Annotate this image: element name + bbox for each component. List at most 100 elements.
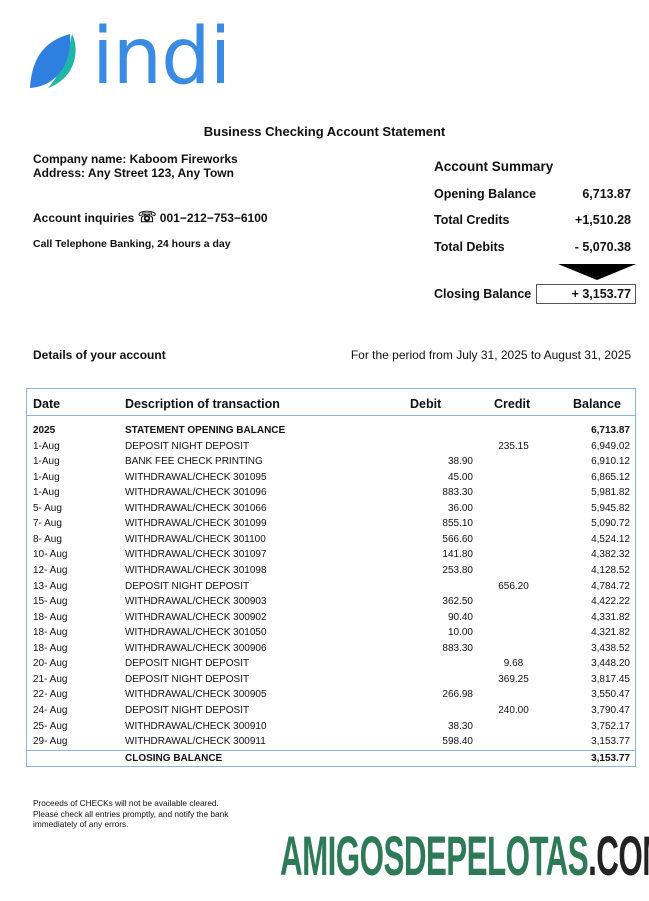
cell-debit: 253.80 — [442, 565, 473, 576]
table-row: 12- Aug WITHDRAWAL/CHECK 301098 253.80 4,12… — [27, 565, 635, 580]
cell-balance: 6,713.87 — [591, 425, 630, 436]
cell-date: 22- Aug — [33, 689, 68, 701]
table-row: 5- Aug WITHDRAWAL/CHECK 301066 36.00 5,945.… — [27, 503, 635, 518]
cell-description: WITHDRAWAL/CHECK 300911 — [125, 736, 266, 748]
cell-date: 15- Aug — [33, 596, 68, 608]
cell-date: 1-Aug — [33, 487, 60, 499]
cell-description: WITHDRAWAL/CHECK 301066 — [125, 502, 267, 514]
col-header-balance: Balance — [573, 397, 621, 411]
table-row: 29- Aug WITHDRAWAL/CHECK 300911 598.40 3,15… — [27, 736, 635, 751]
cell-debit: 36.00 — [447, 502, 473, 514]
table-row: 8- Aug WITHDRAWAL/CHECK 301100 566.60 4,524… — [27, 534, 635, 549]
cell-debit: 883.30 — [442, 487, 473, 499]
cell-debit: 362.50 — [442, 596, 473, 608]
watermark: AMIGOSDEPELOTAS.COM — [280, 826, 649, 886]
cell-description: DEPOSIT NIGHT DEPOSIT — [125, 440, 250, 452]
table-row: 24- Aug DEPOSIT NIGHT DEPOSIT 240.00 3,790.… — [27, 705, 635, 720]
statement-title: Business Checking Account Statement — [203, 124, 446, 139]
cell-balance: 3,752.17 — [591, 720, 630, 732]
cell-balance: 6,910.12 — [591, 456, 630, 468]
closing-balance-value: + 3,153.77 — [571, 287, 631, 301]
phone-number[interactable]: 001−212−753−6100 — [159, 211, 268, 225]
table-row: 25- Aug WITHDRAWAL/CHECK 300910 38.30 3,752… — [27, 721, 635, 736]
cell-date: 18- Aug — [33, 611, 68, 623]
cell-debit: 266.98 — [442, 689, 473, 701]
cell-description: CLOSING BALANCE — [125, 753, 223, 764]
closing-balance-label: Closing Balance — [434, 287, 532, 301]
cell-description: WITHDRAWAL/CHECK 301100 — [125, 533, 266, 545]
cell-debit: 45.00 — [447, 471, 473, 483]
cell-description: WITHDRAWAL/CHECK 300905 — [125, 689, 267, 701]
cell-date: 18- Aug — [33, 627, 68, 639]
cell-debit: 90.40 — [447, 611, 473, 623]
cell-balance: 5,981.82 — [591, 487, 630, 499]
closing-divider — [27, 750, 635, 751]
opening-balance-label: Opening Balance — [434, 187, 537, 201]
company-name: Company name: Kaboom Fireworks — [33, 152, 238, 166]
total-debits-value: - 5,070.38 — [574, 240, 631, 254]
table-row: 18- Aug WITHDRAWAL/CHECK 300906 883.30 3,43… — [27, 643, 635, 658]
cell-balance: 3,790.47 — [591, 704, 630, 716]
cell-date: 1-Aug — [33, 471, 60, 483]
cell-date: 1-Aug — [33, 440, 60, 452]
opening-balance-value: 6,713.87 — [582, 187, 631, 201]
cell-date: 5- Aug — [33, 502, 62, 514]
cell-date: 12- Aug — [33, 565, 68, 576]
table-row: 20- Aug DEPOSIT NIGHT DEPOSIT 9.68 3,448.20 — [27, 658, 635, 673]
cell-date: 7- Aug — [33, 518, 62, 530]
cell-description: WITHDRAWAL/CHECK 300906 — [125, 642, 267, 654]
col-header-credit: Credit — [494, 397, 531, 411]
cell-balance: 4,128.52 — [591, 565, 630, 576]
cell-debit: 566.60 — [442, 533, 473, 545]
total-debits-label: Total Debits — [434, 240, 505, 254]
total-credits-value: +1,510.28 — [575, 213, 631, 227]
cell-description: WITHDRAWAL/CHECK 301096 — [125, 487, 267, 499]
cell-balance: 6,865.12 — [591, 471, 630, 483]
opening-balance-row: 2025 STATEMENT OPENING BALANCE 6,713.87 — [27, 425, 635, 440]
cell-balance: 4,331.82 — [591, 611, 630, 623]
table-row: 10- Aug WITHDRAWAL/CHECK 301097 141.80 4,38… — [27, 549, 635, 564]
cell-credit: 235.15 — [498, 440, 529, 452]
cell-balance: 4,524.12 — [591, 533, 630, 545]
closing-balance-row: CLOSING BALANCE 3,153.77 — [27, 753, 635, 768]
cell-balance: 3,153.77 — [591, 736, 630, 748]
cell-credit: 9.68 — [503, 658, 524, 670]
arrow-down-icon — [558, 264, 636, 280]
cell-date: 29- Aug — [33, 736, 68, 748]
cell-description: WITHDRAWAL/CHECK 300910 — [125, 720, 267, 732]
cell-debit: 38.90 — [447, 456, 473, 468]
cell-balance: 6,949.02 — [591, 440, 630, 452]
leaf-logo-icon — [30, 34, 76, 88]
table-row: 13- Aug DEPOSIT NIGHT DEPOSIT 656.20 4,784.… — [27, 581, 635, 596]
table-row: 7- Aug WITHDRAWAL/CHECK 301099 855.10 5,090… — [27, 518, 635, 533]
table-row: 1-Aug BANK FEE CHECK PRINTING 38.90 6,910.1… — [27, 456, 635, 471]
cell-description: WITHDRAWAL/CHECK 301099 — [125, 518, 267, 530]
cell-description: DEPOSIT NIGHT DEPOSIT — [125, 673, 250, 685]
inquiries-label: Account inquiries — [33, 211, 135, 225]
inquiries-line: Account inquiries ☏ 001−212−753−6100 — [33, 208, 268, 226]
cell-balance: 3,438.52 — [591, 642, 630, 654]
total-credits-label: Total Credits — [434, 213, 510, 227]
brand-logo-text: indi — [92, 12, 231, 102]
cell-date: 21- Aug — [33, 673, 68, 685]
table-row: 21- Aug DEPOSIT NIGHT DEPOSIT 369.25 3,817.… — [27, 674, 635, 689]
cell-balance: 5,945.82 — [591, 502, 630, 514]
cell-balance: 3,153.77 — [591, 753, 630, 764]
cell-description: WITHDRAWAL/CHECK 301097 — [125, 549, 267, 561]
cell-balance: 4,784.72 — [591, 580, 630, 592]
banking-note: Call Telephone Banking, 24 hours a day — [33, 238, 231, 250]
cell-debit: 855.10 — [442, 518, 473, 530]
statement-period: For the period from July 31, 2025 to Aug… — [350, 348, 631, 362]
cell-credit: 656.20 — [498, 580, 529, 592]
company-address: Address: Any Street 123, Any Town — [33, 166, 234, 180]
cell-description: STATEMENT OPENING BALANCE — [125, 425, 286, 436]
cell-debit: 141.80 — [442, 549, 473, 561]
table-row: 18- Aug WITHDRAWAL/CHECK 301050 10.00 4,321… — [27, 627, 635, 642]
watermark-suffix: .COM — [588, 824, 649, 887]
closing-balance-box — [536, 284, 636, 304]
cell-description: WITHDRAWAL/CHECK 300902 — [125, 611, 267, 623]
disclaimer-note: Proceeds of CHECKs will not be available… — [33, 798, 229, 829]
cell-date: 1-Aug — [33, 456, 60, 468]
cell-balance: 4,422.22 — [591, 596, 630, 608]
